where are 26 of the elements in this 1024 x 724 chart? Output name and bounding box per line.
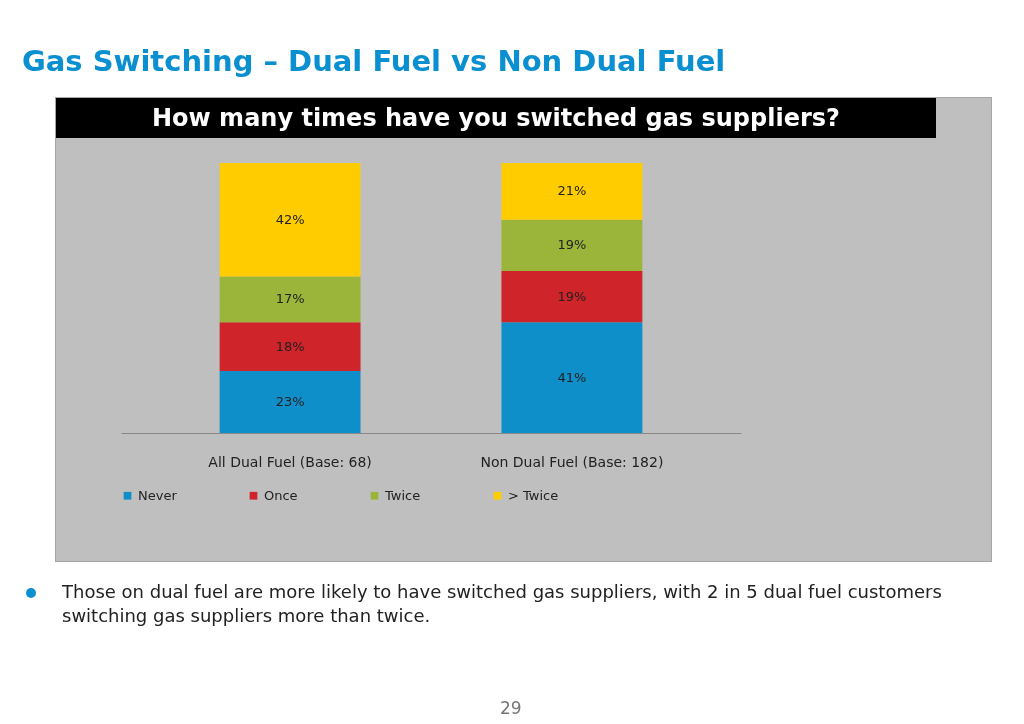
text: 29	[500, 698, 522, 718]
x-tick-label: Non Dual Fuel (Base: 182)	[480, 453, 664, 470]
legend-label: Never	[138, 487, 178, 503]
bar	[501, 271, 643, 323]
bar	[501, 163, 643, 220]
data-label: 41%	[557, 369, 587, 385]
bar	[219, 370, 361, 433]
bar	[219, 276, 361, 323]
x-tick-label: All Dual Fuel (Base: 68)	[208, 453, 372, 470]
bar	[501, 219, 643, 271]
text: Those on dual fuel are more likely to have switched gas suppliers, with 2 in 5 dual fuel customers switching gas suppliers more than twice.	[62, 580, 942, 628]
data-label: 17%	[275, 291, 305, 307]
data-label: 19%	[557, 237, 587, 253]
legend-label: Once	[264, 487, 298, 503]
legend-label: > Twice	[508, 487, 559, 503]
bar	[219, 322, 361, 371]
bar	[501, 322, 643, 433]
data-label: 18%	[275, 338, 305, 354]
data-label: 21%	[557, 183, 587, 199]
data-label: 19%	[557, 288, 587, 304]
legend-label: Twice	[384, 487, 421, 503]
data-label: 42%	[275, 211, 305, 227]
bar	[219, 163, 361, 277]
chart-subtitle: How many times have you switched gas suppliers?	[56, 98, 936, 138]
chart-title: Gas Switching – Dual Fuel vs Non Dual Fuel	[22, 44, 726, 78]
data-label: 23%	[275, 393, 305, 409]
